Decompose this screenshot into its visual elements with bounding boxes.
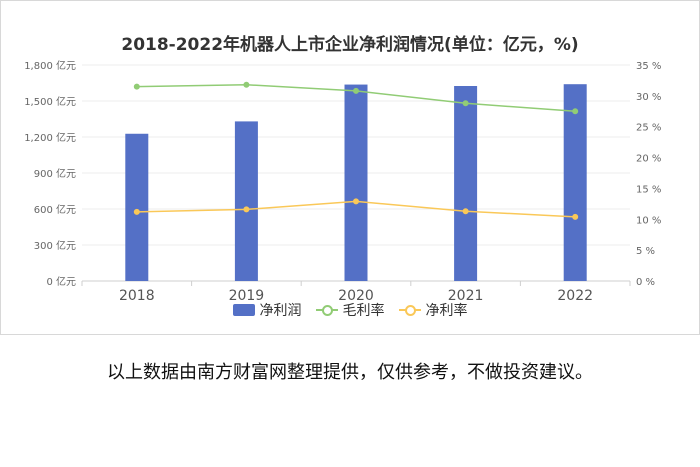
point-net-margin [353, 198, 359, 205]
y-right-tick-label: 35 % [636, 61, 661, 72]
legend-label-gross-margin: 毛利率 [342, 303, 385, 319]
legend-swatch-net-profit [232, 304, 255, 316]
legend-label-net-margin: 净利率 [425, 303, 468, 319]
legend-item-net-profit[interactable]: 净利润 [232, 300, 302, 320]
y-left-tick-label: 1,500 亿元 [24, 95, 76, 108]
y-right-tick-label: 10 % [636, 215, 661, 226]
legend-label-net-profit: 净利润 [259, 303, 302, 319]
y-left-tick-label: 0 亿元 [46, 275, 76, 288]
y-left-tick-label: 1,800 亿元 [24, 59, 76, 72]
bar-net-profit [454, 86, 478, 281]
bar-net-profit [125, 133, 149, 281]
y-right-tick-label: 0 % [636, 277, 655, 288]
y-right-tick-label: 25 % [636, 123, 661, 134]
bar-net-profit [344, 84, 368, 281]
bar-net-profit [563, 84, 587, 281]
legend-item-gross-margin[interactable]: 毛利率 [315, 300, 385, 320]
chart-plot-area: 0 亿元 300 亿元 600 亿元 900 亿元 1,200 亿元 1,500 亿元 1,… [24, 59, 661, 304]
y-left-tick-label: 1,200 亿元 [24, 131, 76, 144]
y-left-tick-label: 600 亿元 [34, 203, 76, 216]
point-net-margin [133, 208, 140, 215]
y-right-tick-label: 30 % [636, 92, 661, 103]
y-right-tick-label: 15 % [636, 184, 661, 195]
chart-legend: 净利润 毛利率 净利率 [0, 300, 700, 320]
point-gross-margin [462, 100, 469, 107]
chart-title: 2018-2022年机器人上市企业净利润情况(单位：亿元，%) [121, 35, 579, 55]
point-gross-margin [572, 108, 579, 115]
point-net-margin [243, 206, 250, 213]
point-gross-margin [243, 81, 250, 88]
legend-swatch-net-margin [398, 304, 421, 316]
x-tick-label: 2018 [119, 288, 155, 304]
y-right-tick-label: 5 % [636, 246, 655, 257]
bar-net-profit [234, 121, 258, 282]
x-tick-label: 2019 [229, 288, 265, 304]
point-net-margin [462, 208, 469, 215]
legend-item-net-margin[interactable]: 净利率 [398, 300, 468, 320]
y-right-tick-label: 20 % [636, 154, 661, 165]
x-tick-label: 2020 [338, 288, 374, 304]
footnote-disclaimer: 以上数据由南方财富网整理提供，仅供参考，不做投资建议。 [107, 362, 593, 383]
x-tick-label: 2021 [448, 288, 484, 304]
point-gross-margin [353, 87, 359, 94]
y-left-tick-label: 300 亿元 [34, 239, 76, 252]
point-gross-margin [133, 83, 140, 90]
legend-swatch-gross-margin [315, 304, 338, 316]
y-left-tick-label: 900 亿元 [34, 167, 76, 180]
point-net-margin [572, 213, 579, 220]
x-tick-label: 2022 [557, 288, 593, 304]
